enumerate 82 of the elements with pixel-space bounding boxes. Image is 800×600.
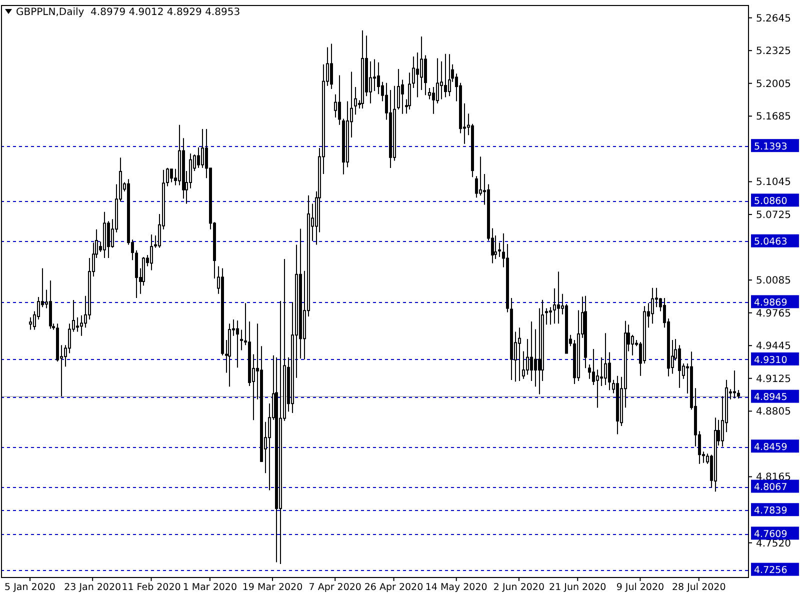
x-tick-label: 26 Apr 2020 <box>364 582 424 593</box>
x-tick-label: 14 May 2020 <box>425 582 488 593</box>
y-tick-label: 4.9765 <box>756 308 791 320</box>
x-tick-label: 9 Jul 2020 <box>616 582 664 593</box>
candlestick <box>518 327 521 382</box>
candlestick <box>236 320 239 368</box>
candlestick <box>377 62 380 95</box>
x-tick-label: 11 Feb 2020 <box>122 582 181 593</box>
candlestick <box>76 316 79 332</box>
candlestick <box>346 100 349 168</box>
candlestick <box>189 153 192 189</box>
candlestick <box>389 90 392 168</box>
x-tick-label: 5 Jan 2020 <box>4 582 56 593</box>
candlestick <box>534 328 537 388</box>
ref-line-label: 4.7609 <box>754 528 788 540</box>
candlestick <box>541 299 544 382</box>
candlestick <box>526 338 529 376</box>
ref-line-label: 4.9310 <box>754 354 788 366</box>
y-tick-label: 5.2645 <box>756 13 791 24</box>
ref-line-label: 5.0860 <box>754 196 788 207</box>
y-tick-label: 5.1045 <box>756 177 791 188</box>
candlestick <box>275 356 278 563</box>
x-tick-label: 23 Jan 2020 <box>64 582 122 593</box>
y-tick-label: 4.7520 <box>756 538 791 550</box>
candlestick <box>80 314 83 336</box>
candlestick <box>338 74 341 126</box>
candlestick <box>361 30 364 109</box>
y-tick-label: 5.1685 <box>756 112 791 123</box>
candlestick <box>420 36 423 91</box>
y-tick-label: 4.8165 <box>756 472 791 484</box>
candlestick <box>354 86 357 116</box>
candlestick <box>103 211 106 259</box>
x-tick-label: 28 Jul 2020 <box>672 582 726 593</box>
ref-line-label: 5.0463 <box>754 236 788 248</box>
candlestick <box>401 79 404 114</box>
ref-line-label: 4.9869 <box>754 297 788 308</box>
candlestick <box>436 58 439 104</box>
candlestick <box>369 60 372 104</box>
candlestick <box>604 332 607 386</box>
candlestick <box>228 323 231 388</box>
candlestick <box>330 43 333 90</box>
x-tick-label: 1 Mar 2020 <box>182 582 238 593</box>
y-tick-label: 5.0085 <box>756 276 791 287</box>
ref-line-label: 4.7839 <box>754 505 788 516</box>
candlestick <box>530 321 533 382</box>
x-tick-label: 19 Mar 2020 <box>242 582 303 593</box>
candlestick <box>440 60 443 100</box>
y-tick-label: 4.8805 <box>756 406 791 418</box>
candlestick <box>279 300 282 564</box>
candlestick <box>299 228 302 360</box>
x-tick-label: 2 Jun 2020 <box>493 582 545 593</box>
candlestick <box>616 375 619 435</box>
candlestick <box>538 308 541 395</box>
x-tick-label: 21 Jun 2020 <box>549 582 606 593</box>
candlestick <box>557 271 560 324</box>
candlestick <box>596 369 599 408</box>
candlestick <box>584 295 587 369</box>
candlestick <box>373 58 376 92</box>
candlestick <box>416 52 419 98</box>
candlestick <box>150 234 153 271</box>
candlestick <box>549 306 552 326</box>
ref-line-label: 5.1393 <box>754 141 788 152</box>
y-tick-label: 4.9125 <box>756 374 791 385</box>
candlestick <box>412 56 415 88</box>
candlestick <box>334 94 337 118</box>
candlestick <box>240 329 243 351</box>
ref-line-label: 4.8459 <box>754 442 788 453</box>
candlestick <box>608 352 611 391</box>
ref-line-label: 4.8067 <box>754 482 788 494</box>
y-tick-label: 4.9445 <box>756 341 791 352</box>
candlestick <box>577 310 580 382</box>
chart-title: GBPPLN,Daily 4.8979 4.9012 4.8929 4.8953 <box>16 7 240 18</box>
candlestick <box>714 417 717 492</box>
y-tick-label: 5.2005 <box>756 78 791 90</box>
y-tick-label: 5.2325 <box>756 46 791 58</box>
candlestick <box>182 138 185 200</box>
ref-line-label: 4.7256 <box>754 565 788 576</box>
candlestick <box>553 288 556 324</box>
candlestick <box>651 287 654 324</box>
x-tick-label: 7 Apr 2020 <box>308 582 362 593</box>
ref-line-label: 4.8945 <box>754 392 788 404</box>
y-tick-label: 5.0725 <box>756 210 791 221</box>
